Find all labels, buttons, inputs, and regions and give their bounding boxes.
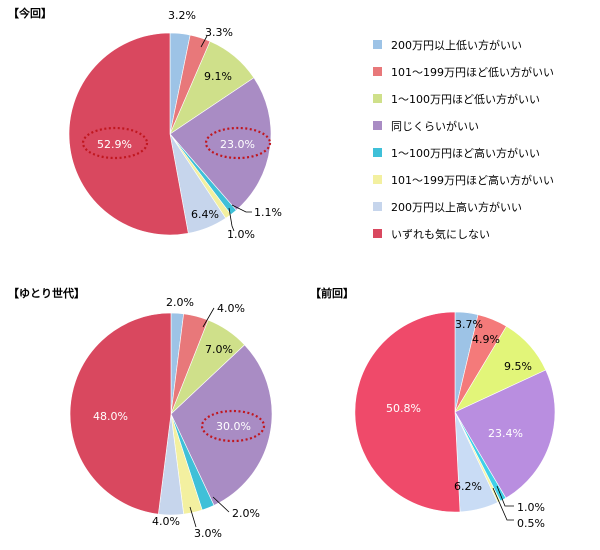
- pie-slice: [69, 312, 172, 515]
- data-label: 23.4%: [488, 427, 523, 440]
- legend-swatch: [373, 67, 382, 76]
- pie-slice: [68, 32, 189, 236]
- data-label: 9.1%: [204, 70, 232, 83]
- legend-label: 同じくらいがいい: [391, 119, 479, 133]
- leader-lines: [189, 35, 514, 528]
- pie-yutori-labels: 2.0% 4.0% 7.0% 30.0% 2.0% 3.0% 4.0% 48.0…: [93, 296, 260, 540]
- pie-chart-previous: [354, 311, 556, 513]
- highlight-ellipse: [200, 409, 266, 443]
- data-label: 2.0%: [232, 507, 260, 520]
- legend-label: 200万円以上高い方がいい: [391, 200, 522, 214]
- legend-label: 1〜100万円ほど低い方がいい: [391, 92, 540, 106]
- legend: 200万円以上低い方がいい 101〜199万円ほど低い方がいい 1〜100万円ほ…: [373, 38, 554, 241]
- chart-title-previous: 【前回】: [310, 286, 354, 300]
- chart-title-yutori: 【ゆとり世代】: [8, 286, 85, 300]
- highlight-ellipse: [81, 126, 149, 160]
- data-label: 3.0%: [194, 527, 222, 540]
- pie-slice: [454, 369, 556, 499]
- data-label: 4.0%: [217, 302, 245, 315]
- data-label: 3.7%: [455, 318, 483, 331]
- data-label: 0.5%: [517, 517, 545, 530]
- data-label: 1.0%: [517, 501, 545, 514]
- data-label: 1.1%: [254, 206, 282, 219]
- data-label: 6.4%: [191, 208, 219, 221]
- data-label: 4.9%: [472, 333, 500, 346]
- data-label: 7.0%: [205, 343, 233, 356]
- pie-previous-labels: 3.7% 4.9% 9.5% 23.4% 1.0% 0.5% 6.2% 50.8…: [386, 318, 545, 530]
- leader-line: [189, 506, 197, 528]
- pie-current-labels: 3.2% 3.3% 9.1% 23.0% 1.1% 1.0% 6.4% 52.9…: [97, 9, 282, 241]
- leader-line: [202, 307, 215, 328]
- legend-swatch: [373, 40, 382, 49]
- leader-line: [492, 487, 514, 521]
- leader-line: [200, 35, 208, 48]
- data-label: 6.2%: [454, 480, 482, 493]
- chart-title-current: 【今回】: [8, 6, 52, 20]
- data-label: 23.0%: [220, 138, 255, 151]
- pie-slice: [170, 344, 273, 506]
- data-label: 2.0%: [166, 296, 194, 309]
- pie-chart-yutori: [69, 312, 273, 516]
- pie-slice: [169, 77, 272, 211]
- legend-label: 200万円以上低い方がいい: [391, 38, 522, 52]
- data-label: 9.5%: [504, 360, 532, 373]
- data-label: 30.0%: [216, 420, 251, 433]
- leader-line: [212, 496, 230, 513]
- legend-label: 101〜199万円ほど低い方がいい: [391, 65, 554, 79]
- leader-line: [231, 204, 252, 213]
- legend-swatch: [373, 175, 382, 184]
- legend-swatch: [373, 202, 382, 211]
- pie-chart-current: [68, 32, 272, 236]
- data-label: 52.9%: [97, 138, 132, 151]
- data-label: 1.0%: [227, 228, 255, 241]
- leader-line: [496, 485, 514, 507]
- legend-swatch: [373, 94, 382, 103]
- data-label: 50.8%: [386, 402, 421, 415]
- data-label: 3.3%: [205, 26, 233, 39]
- data-label: 4.0%: [152, 515, 180, 528]
- legend-swatch: [373, 148, 382, 157]
- leader-line: [228, 207, 235, 232]
- legend-label: 101〜199万円ほど高い方がいい: [391, 173, 554, 187]
- legend-swatch: [373, 121, 382, 130]
- data-label: 3.2%: [168, 9, 196, 22]
- data-label: 48.0%: [93, 410, 128, 423]
- legend-label: いずれも気にしない: [391, 227, 490, 241]
- legend-label: 1〜100万円ほど高い方がいい: [391, 146, 540, 160]
- legend-swatch: [373, 229, 382, 238]
- highlight-ellipse: [204, 126, 272, 160]
- pie-slice: [354, 311, 461, 513]
- highlight-ellipses: [81, 126, 272, 443]
